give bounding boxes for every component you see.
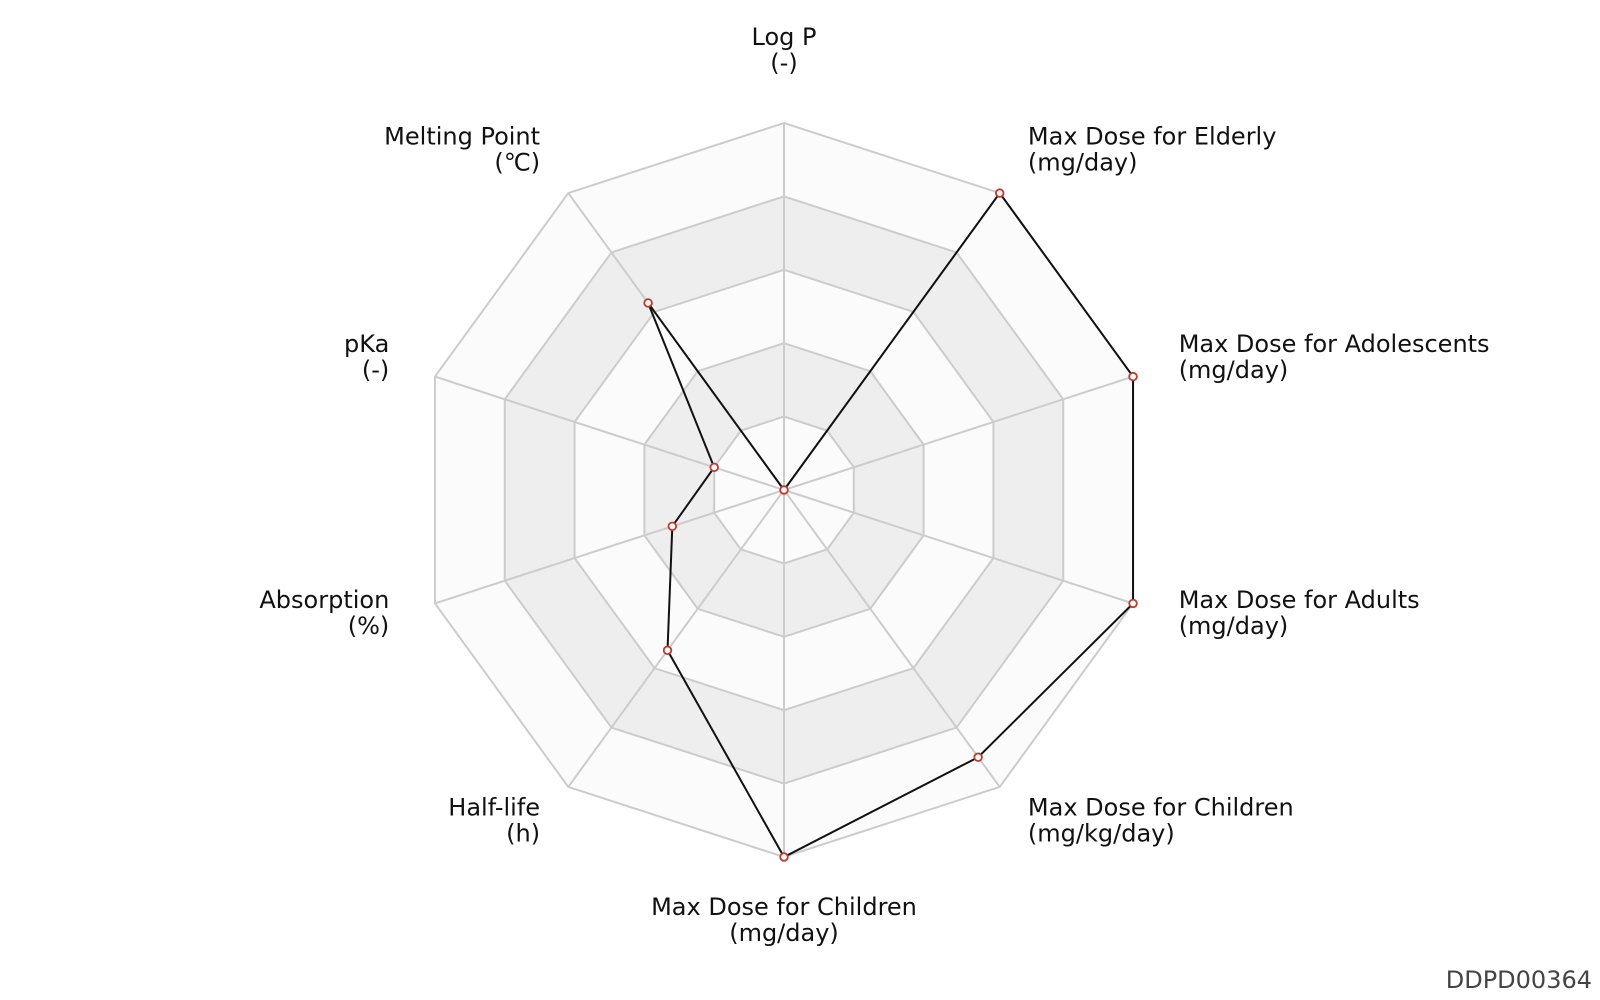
data-point [1128,598,1138,609]
radar-spoke [783,489,1134,605]
data-point [643,298,653,308]
radar-spoke [434,489,785,605]
axis-label-name: Max Dose for Adults [1179,586,1420,614]
axis-label-name: Log P [752,23,817,51]
data-point [667,521,678,531]
axis-label-unit: (h) [506,820,540,848]
axis-label: Absorption (%) [259,586,389,640]
radar-series [643,188,1138,862]
axis-label: Max Dose for Children (mg/day) [651,893,917,947]
axis-label-name: Half-life [448,794,540,822]
axis-label-name: pKa [344,330,389,358]
radar-spoke [567,489,785,788]
axis-label-unit: (-) [770,49,797,77]
radar-spoke [434,375,785,491]
data-point [973,752,983,762]
data-point [779,852,789,862]
data-point [1128,371,1138,382]
data-point [662,645,673,656]
axis-label: Max Dose for Elderly (mg/day) [1028,122,1277,176]
radar-spoke [783,489,1001,788]
axis-label: pKa (-) [344,330,389,384]
axis-label-unit: (%) [348,612,390,640]
axis-label-unit: (mg/day) [729,919,839,947]
axis-label-unit: (mg/kg/day) [1028,820,1175,848]
axis-label: Max Dose for Adolescents (mg/day) [1179,330,1490,384]
axis-label: Log P (-) [752,23,817,77]
axis-label-name: Absorption [259,586,389,614]
axis-label-unit: (mg/day) [1179,356,1289,384]
axis-label: Half-life (h) [448,794,540,848]
radar-spoke [783,375,1134,491]
axis-label-unit: (mg/day) [1179,612,1289,640]
axis-label-unit: (-) [362,356,389,384]
data-point [709,462,719,473]
axis-label-name: Max Dose for Children [651,893,917,921]
data-point [995,188,1005,198]
axis-label-name: Max Dose for Elderly [1028,122,1277,150]
axis-label-unit: (℃) [494,148,540,176]
axis-label-name: Max Dose for Adolescents [1179,330,1490,358]
axis-label-name: Max Dose for Children [1028,794,1294,822]
axis-label: Max Dose for Adults (mg/day) [1179,586,1420,640]
data-point [779,485,789,495]
axis-label: Melting Point (℃) [384,122,540,176]
radar-axis-labels: Log P (-)Max Dose for Elderly (mg/day)Max … [259,23,1489,947]
axis-label-unit: (mg/day) [1028,148,1138,176]
axis-label: Max Dose for Children (mg/kg/day) [1028,794,1294,848]
axis-label-name: Melting Point [384,122,540,150]
record-id: DDPD00364 [1445,966,1592,994]
